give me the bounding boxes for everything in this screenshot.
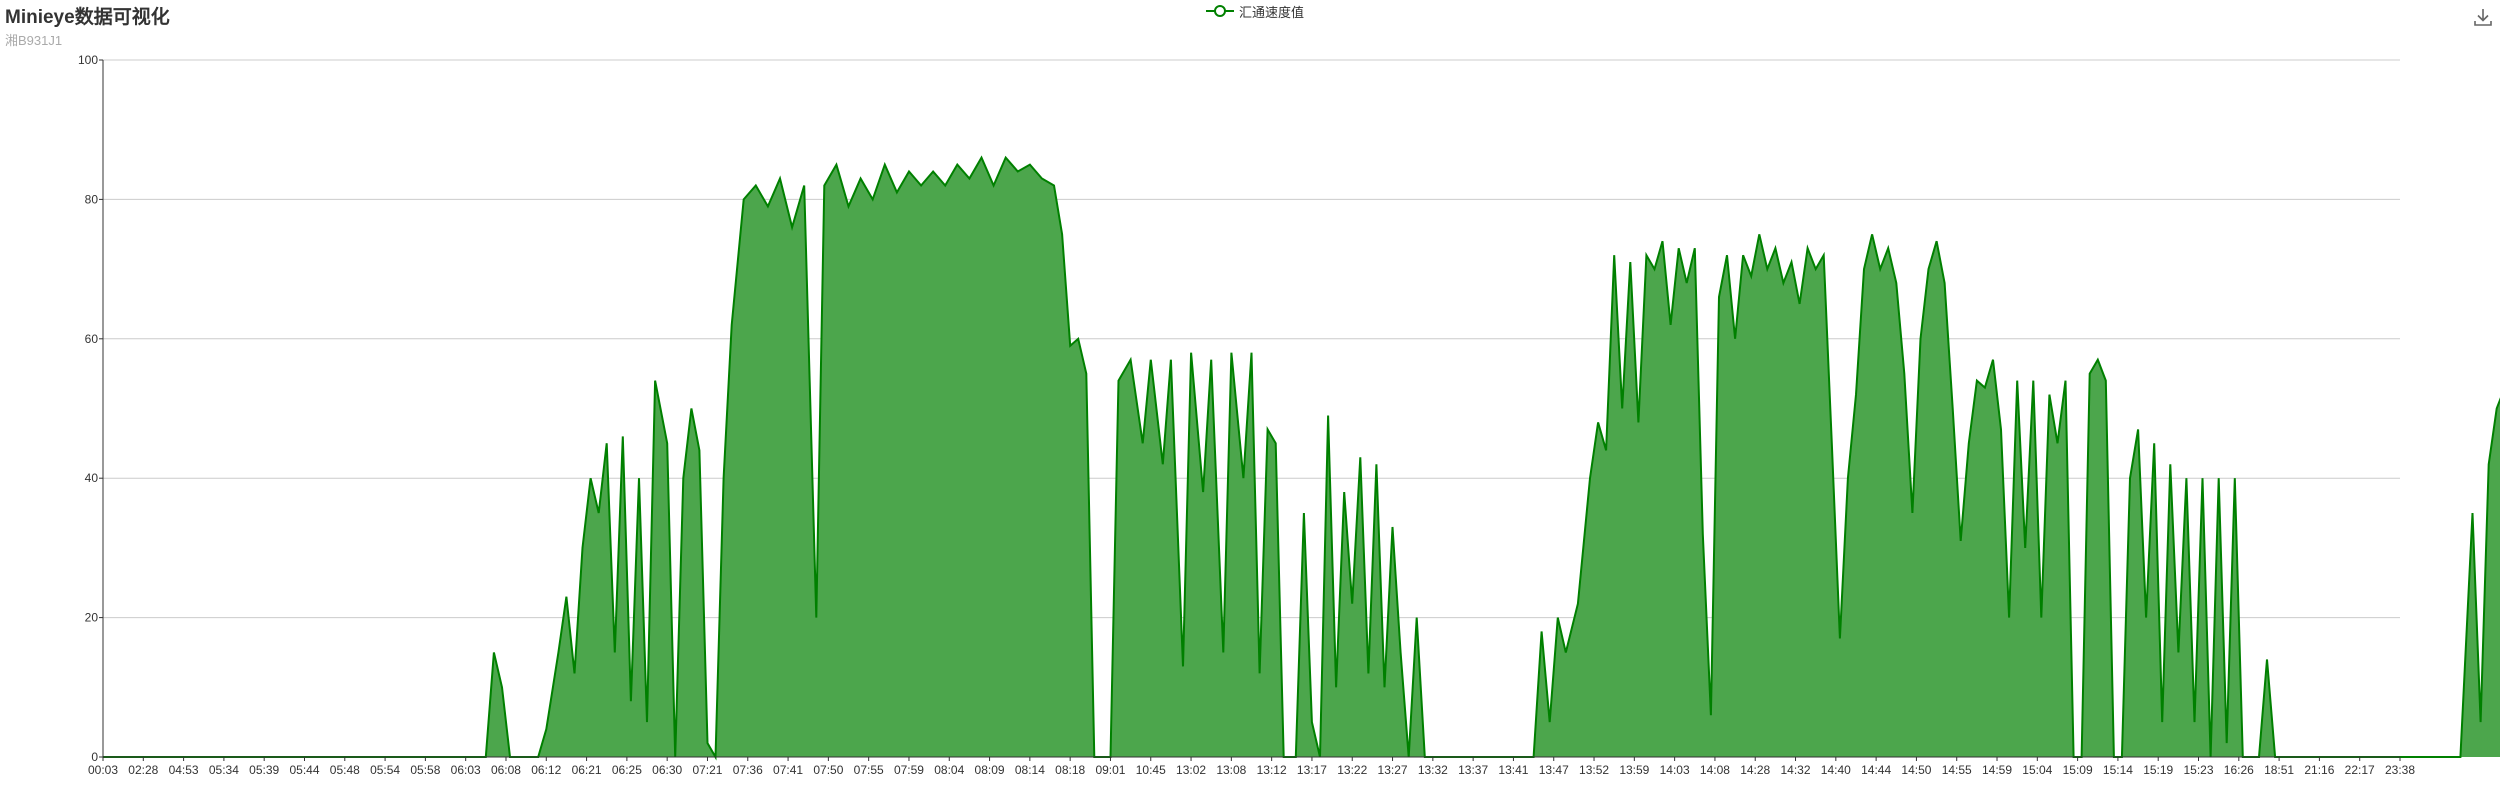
x-tick-label: 13:12	[1257, 763, 1287, 777]
x-tick-label: 07:21	[692, 763, 722, 777]
x-tick-label: 05:48	[330, 763, 360, 777]
x-tick-label: 08:09	[975, 763, 1005, 777]
x-tick-label: 13:59	[1619, 763, 1649, 777]
x-tick-label: 05:44	[289, 763, 319, 777]
chart-subtitle: 湘B931J1	[5, 33, 63, 48]
download-icon	[2474, 9, 2492, 26]
y-tick-label: 80	[85, 192, 99, 206]
y-tick-label: 20	[85, 611, 99, 625]
x-tick-label: 15:04	[2022, 763, 2052, 777]
x-tick-label: 10:45	[1136, 763, 1166, 777]
x-tick-label: 04:53	[169, 763, 199, 777]
x-tick-label: 14:08	[1700, 763, 1730, 777]
x-tick-label: 15:19	[2143, 763, 2173, 777]
x-tick-label: 13:47	[1539, 763, 1569, 777]
x-tick-label: 13:22	[1337, 763, 1367, 777]
x-tick-label: 09:01	[1095, 763, 1125, 777]
x-tick-label: 05:58	[410, 763, 440, 777]
x-tick-label: 22:17	[2345, 763, 2375, 777]
x-tick-label: 06:30	[652, 763, 682, 777]
x-tick-label: 14:32	[1781, 763, 1811, 777]
x-tick-label: 07:41	[773, 763, 803, 777]
legend-line-circle-icon	[1206, 5, 1234, 17]
x-tick-label: 06:12	[531, 763, 561, 777]
x-tick-label: 07:36	[733, 763, 763, 777]
legend-item[interactable]: 汇通速度值	[1206, 2, 1304, 20]
axes	[102, 60, 2400, 758]
legend-label: 汇通速度值	[1239, 4, 1305, 20]
series-line	[103, 155, 2500, 761]
x-tick-label: 23:38	[2385, 763, 2415, 777]
x-tick-label: 18:51	[2264, 763, 2294, 777]
x-tick-label: 15:09	[2063, 763, 2093, 777]
x-tick-label: 13:52	[1579, 763, 1609, 777]
x-tick-label: 06:08	[491, 763, 521, 777]
x-tick-label: 15:23	[2183, 763, 2213, 777]
x-tick-label: 05:54	[370, 763, 400, 777]
x-tick-label: 14:03	[1660, 763, 1690, 777]
x-tick-label: 14:50	[1901, 763, 1931, 777]
chart-title: Minieye数据可视化	[5, 7, 170, 28]
x-tick-label: 13:27	[1378, 763, 1408, 777]
x-tick-label: 13:17	[1297, 763, 1327, 777]
x-tick-label: 14:55	[1942, 763, 1972, 777]
x-tick-label: 14:44	[1861, 763, 1891, 777]
x-tick-label: 00:03	[88, 763, 118, 777]
x-tick-label: 16:26	[2224, 763, 2254, 777]
x-tick-label: 14:59	[1982, 763, 2012, 777]
y-tick-label: 100	[78, 53, 98, 67]
x-tick-label: 14:28	[1740, 763, 1770, 777]
x-tick-label: 07:50	[813, 763, 843, 777]
x-tick-label: 13:32	[1418, 763, 1448, 777]
y-tick-label: 0	[91, 750, 98, 764]
x-tick-label: 08:04	[934, 763, 964, 777]
x-tick-label: 06:03	[451, 763, 481, 777]
x-tick-label: 02:28	[128, 763, 158, 777]
x-tick-label: 13:37	[1458, 763, 1488, 777]
x-tick-label: 05:39	[249, 763, 279, 777]
x-tick-label: 08:14	[1015, 763, 1045, 777]
x-tick-label: 15:14	[2103, 763, 2133, 777]
y-axis-tick-labels: 0 20 40 60 80 100	[78, 53, 103, 764]
x-tick-label: 06:21	[572, 763, 602, 777]
x-tick-label: 06:25	[612, 763, 642, 777]
x-tick-label: 05:34	[209, 763, 239, 777]
x-axis-tick-labels: 00:03 02:28 04:53 05:34 05:39 05:44 05:48 05:54…	[88, 757, 2415, 777]
x-tick-label: 21:16	[2304, 763, 2334, 777]
x-tick-label: 14:40	[1821, 763, 1851, 777]
y-tick-label: 60	[85, 332, 99, 346]
x-tick-label: 13:02	[1176, 763, 1206, 777]
x-tick-label: 13:08	[1216, 763, 1246, 777]
x-tick-label: 13:41	[1498, 763, 1528, 777]
x-tick-label: 07:59	[894, 763, 924, 777]
download-button[interactable]	[2472, 6, 2494, 28]
series-area-fill	[103, 157, 2500, 757]
y-tick-label: 40	[85, 471, 99, 485]
x-tick-label: 07:55	[854, 763, 884, 777]
x-tick-label: 08:18	[1055, 763, 1085, 777]
